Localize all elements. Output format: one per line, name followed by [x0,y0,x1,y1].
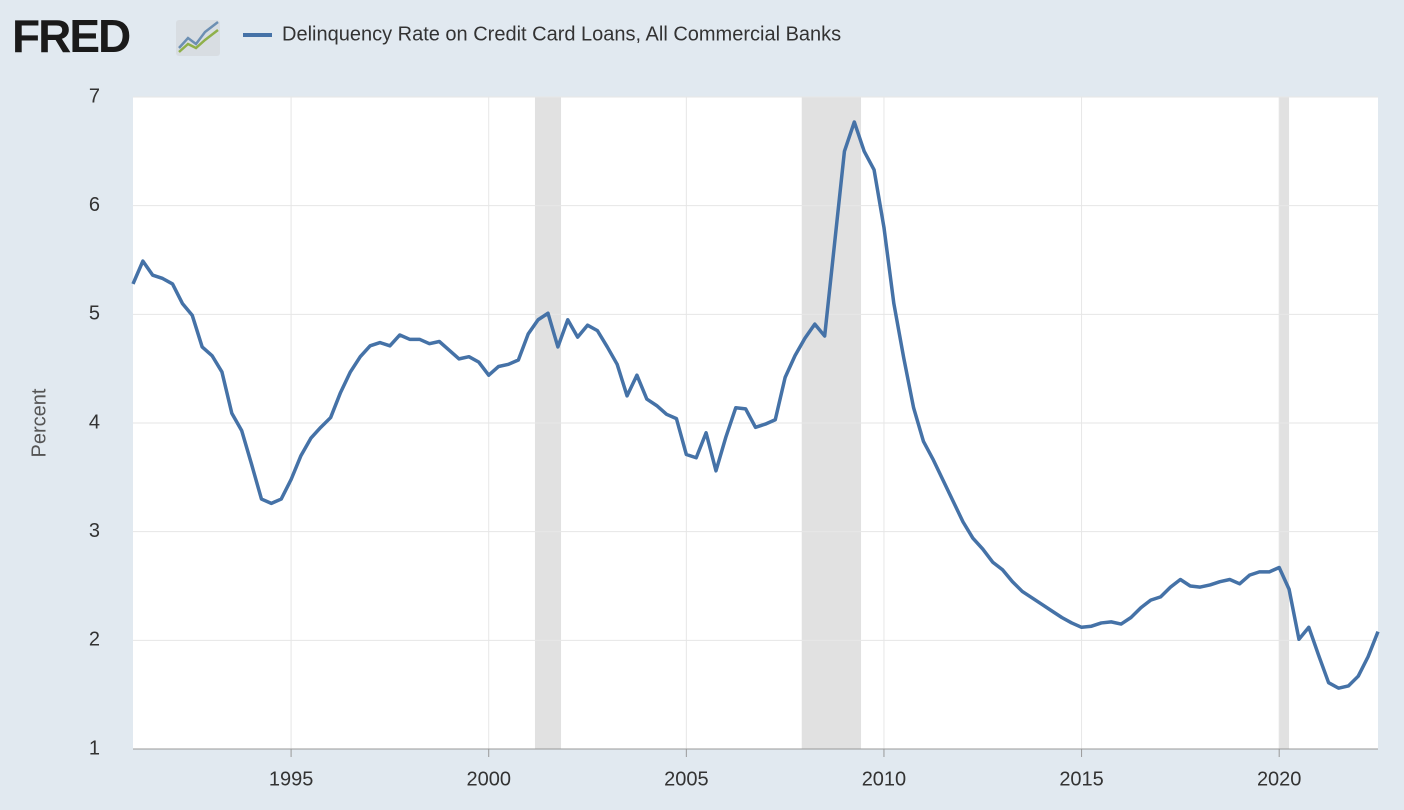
x-tick-label: 2000 [466,768,511,790]
x-tick-label: 2015 [1059,768,1104,790]
x-tick-label: 2010 [862,768,907,790]
logo: FRED [12,10,130,62]
legend-label: Delinquency Rate on Credit Card Loans, A… [282,23,841,45]
y-axis-label: Percent [28,388,50,457]
y-tick-label: 1 [89,737,100,759]
x-tick-label: 2005 [664,768,709,790]
y-tick-label: 4 [89,411,100,433]
y-tick-label: 7 [89,85,100,107]
logo-icon [176,20,220,56]
data-line [131,120,1380,690]
y-tick-label: 5 [89,303,100,325]
y-tick-label: 2 [89,629,100,651]
x-tick-label: 2020 [1257,768,1302,790]
y-tick-label: 6 [89,194,100,216]
y-tick-label: 3 [89,520,100,542]
x-tick-label: 1995 [269,768,314,790]
